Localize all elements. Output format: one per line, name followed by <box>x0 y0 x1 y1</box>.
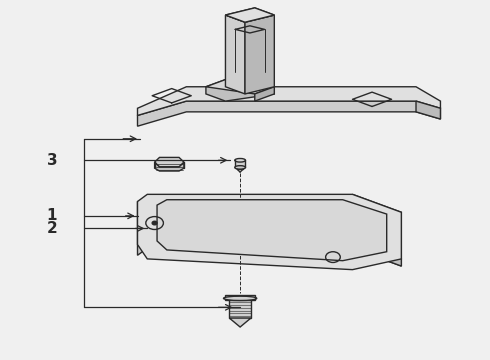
Polygon shape <box>206 80 274 101</box>
Text: 1: 1 <box>47 208 57 223</box>
Ellipse shape <box>235 166 245 169</box>
Polygon shape <box>138 87 441 116</box>
Polygon shape <box>225 295 255 300</box>
Ellipse shape <box>223 296 257 301</box>
Polygon shape <box>245 15 274 94</box>
Polygon shape <box>155 157 184 167</box>
Polygon shape <box>225 8 274 22</box>
Polygon shape <box>229 300 251 318</box>
Polygon shape <box>157 200 387 261</box>
Text: 2: 2 <box>47 221 57 236</box>
Polygon shape <box>416 101 441 119</box>
Polygon shape <box>225 15 245 94</box>
Polygon shape <box>138 202 401 266</box>
Polygon shape <box>138 101 441 126</box>
Bar <box>235 160 245 167</box>
Polygon shape <box>138 194 401 270</box>
Polygon shape <box>352 194 401 266</box>
Polygon shape <box>206 80 274 94</box>
Text: 3: 3 <box>47 153 57 168</box>
Polygon shape <box>225 8 274 22</box>
Ellipse shape <box>235 158 245 162</box>
Circle shape <box>152 221 157 225</box>
Polygon shape <box>155 162 184 171</box>
Polygon shape <box>255 87 274 101</box>
Polygon shape <box>229 318 251 327</box>
